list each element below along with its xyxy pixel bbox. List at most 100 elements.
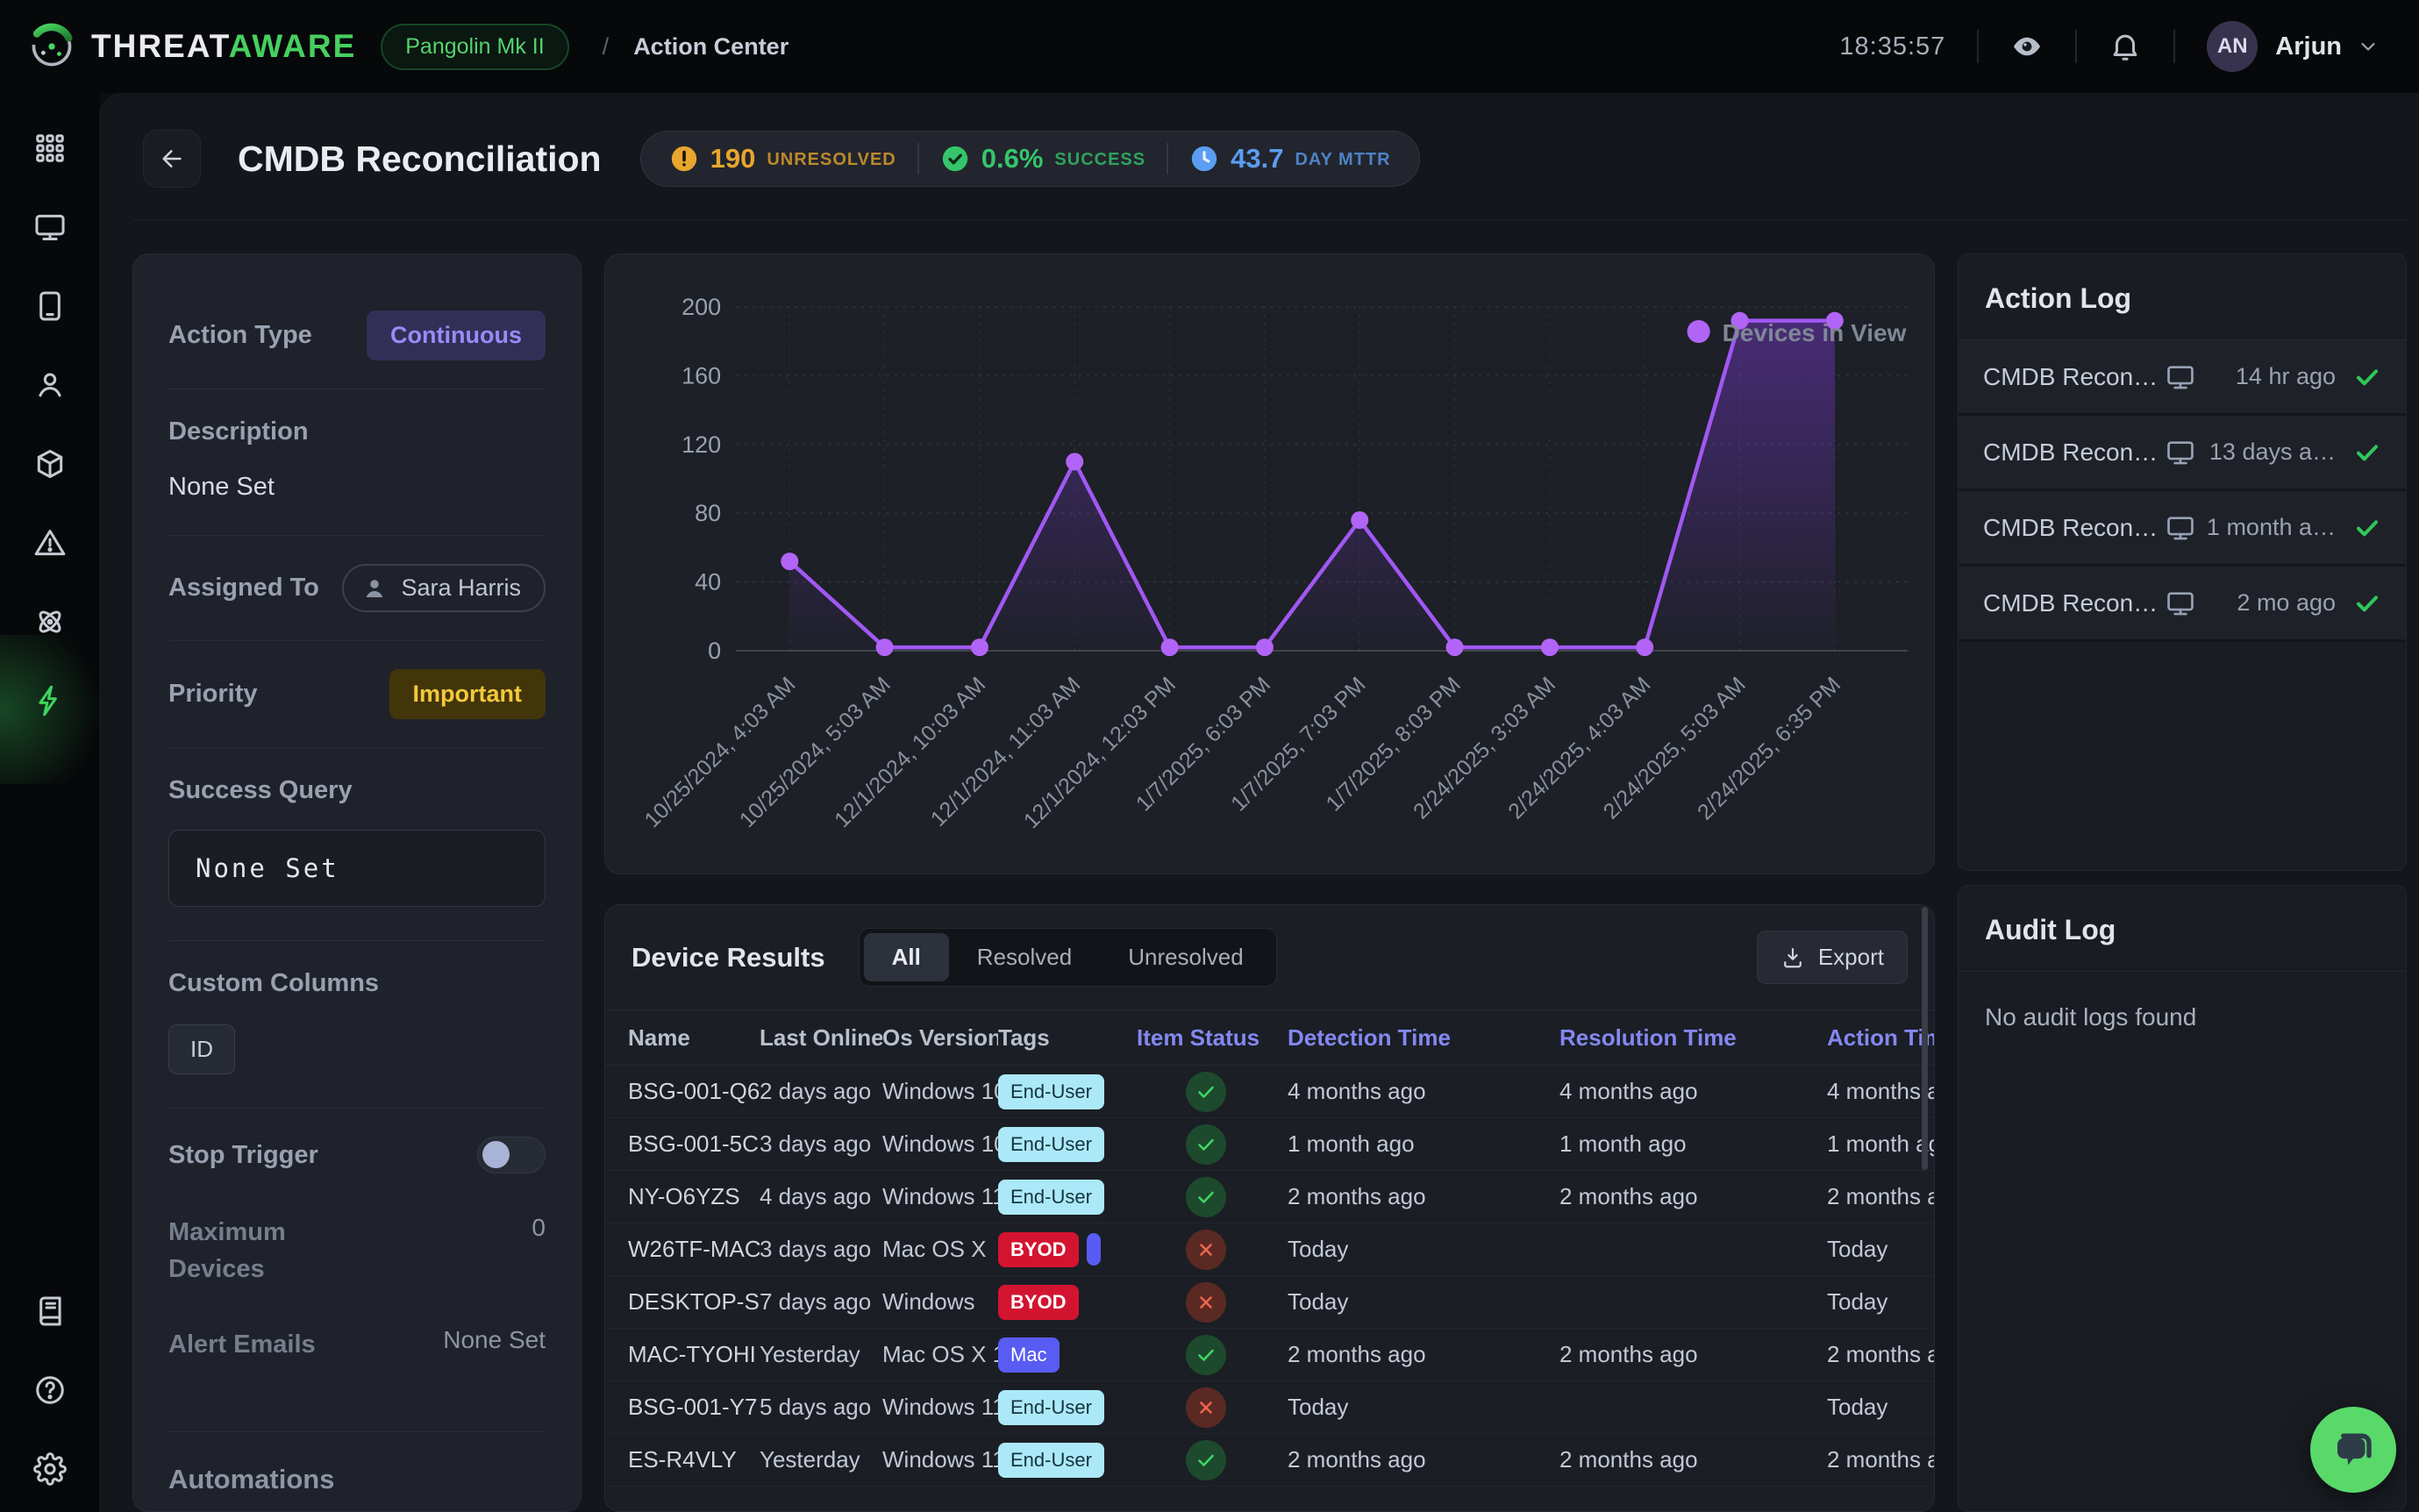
avatar[interactable]: AN <box>2207 21 2258 72</box>
bell-icon[interactable] <box>2109 30 2142 63</box>
tab-all[interactable]: All <box>864 933 949 981</box>
status-unresolved-icon <box>1186 1230 1226 1270</box>
action-log-row[interactable]: CMDB Recon…2 mo ago <box>1959 567 2406 642</box>
tab-unresolved[interactable]: Unresolved <box>1100 933 1272 981</box>
status-resolved-icon <box>1186 1124 1226 1165</box>
divider <box>168 535 546 536</box>
sidebar-item-package-icon[interactable] <box>33 447 67 481</box>
breadcrumb: Action Center <box>633 33 788 61</box>
sidebar-item-atom-icon[interactable] <box>33 605 67 638</box>
export-button[interactable]: Export <box>1757 931 1908 984</box>
table-body: BSG-001-Q62 days agoWindows 10End-User4 … <box>605 1066 1934 1511</box>
table-row[interactable]: BSG-001-Q62 days agoWindows 10End-User4 … <box>605 1066 1934 1118</box>
column-header-item-status[interactable]: Item Status <box>1137 1024 1288 1052</box>
stop-trigger-toggle[interactable] <box>477 1137 546 1173</box>
assignee-pill[interactable]: Sara Harris <box>342 564 546 612</box>
monitor-icon <box>2166 513 2195 543</box>
divider <box>168 747 546 748</box>
svg-text:160: 160 <box>681 362 721 389</box>
divider <box>2173 30 2175 63</box>
divider <box>168 1108 546 1109</box>
audit-log-empty-text: No audit logs found <box>1959 972 2406 1063</box>
status-resolved-icon <box>1186 1335 1226 1375</box>
cell-action-time: Today <box>1827 1394 1934 1421</box>
page-title: CMDB Reconciliation <box>238 139 602 180</box>
eye-icon[interactable] <box>2010 30 2044 63</box>
cell-detection-time: 2 months ago <box>1288 1341 1559 1368</box>
stat-value: 43.7 <box>1231 143 1283 175</box>
cell-item-status <box>1137 1387 1288 1428</box>
column-header-action-time[interactable]: Action Time <box>1827 1024 1934 1052</box>
chat-widget-button[interactable] <box>2310 1407 2396 1493</box>
cell-name: BSG-001-5C <box>628 1130 760 1158</box>
sidebar-item-user-icon[interactable] <box>33 368 67 402</box>
sidebar-item-tablet-icon[interactable] <box>33 289 67 323</box>
column-header-last-online[interactable]: Last Online <box>760 1024 882 1052</box>
cell-tags: BYOD <box>998 1285 1137 1320</box>
audit-log-title: Audit Log <box>1959 886 2406 972</box>
action-type-value[interactable]: Continuous <box>367 310 546 360</box>
cell-detection-time: Today <box>1288 1394 1559 1421</box>
column-header-name[interactable]: Name <box>628 1024 760 1052</box>
cell-action-time: Today <box>1827 1288 1934 1316</box>
chevron-down-icon[interactable] <box>2356 34 2380 59</box>
action-log-row[interactable]: CMDB Recon…1 month a… <box>1959 491 2406 567</box>
alert-emails-label: Alert Emails <box>168 1326 361 1363</box>
sidebar-item-gear-icon[interactable] <box>33 1452 67 1486</box>
cell-detection-time: Today <box>1288 1236 1559 1263</box>
cell-name: ES-R4VLY <box>628 1446 760 1473</box>
cell-last-online: 4 days ago <box>760 1183 882 1210</box>
topbar: ThreatAware Pangolin Mk II / Action Cent… <box>0 0 2419 93</box>
column-header-os-version[interactable]: Os Version <box>882 1024 998 1052</box>
instance-badge[interactable]: Pangolin Mk II <box>381 24 568 70</box>
action-log-title: Action Log <box>1959 254 2406 340</box>
stat-day-mttr: 43.7DAY MTTR <box>1167 143 1411 175</box>
sidebar-item-apps-grid-icon[interactable] <box>33 132 67 165</box>
divider <box>2075 30 2077 63</box>
cell-last-online: 5 days ago <box>760 1394 882 1421</box>
table-row[interactable]: NY-O6YZS4 days agoWindows 11End-User2 mo… <box>605 1171 1934 1223</box>
column-header-resolution-time[interactable]: Resolution Time <box>1559 1024 1827 1052</box>
action-log-row[interactable]: CMDB Recon…14 hr ago <box>1959 340 2406 416</box>
monitor-icon <box>2166 362 2195 392</box>
monitor-icon <box>2166 588 2195 618</box>
cell-action-time: 2 months ago <box>1827 1446 1934 1473</box>
success-check-icon <box>2353 589 2381 617</box>
success-query-value[interactable]: None Set <box>168 830 546 907</box>
action-log-row[interactable]: CMDB Recon…13 days a… <box>1959 416 2406 491</box>
sidebar-item-lightning-icon[interactable] <box>33 684 67 717</box>
back-button[interactable] <box>143 130 201 188</box>
cell-os-version: Windows 11 <box>882 1183 998 1210</box>
column-header-tags[interactable]: Tags <box>998 1024 1137 1052</box>
cell-action-time: 1 month ago <box>1827 1130 1934 1158</box>
table-row[interactable]: MAC-TYOHIYesterdayMac OS X 10Mac2 months… <box>605 1329 1934 1381</box>
field-description: Description None Set <box>168 396 546 528</box>
column-header-detection-time[interactable]: Detection Time <box>1288 1024 1559 1052</box>
table-row[interactable]: ES-R4VLYYesterdayWindows 11End-User2 mon… <box>605 1434 1934 1487</box>
table-row[interactable]: BSG-001-5C3 days agoWindows 10End-User1 … <box>605 1118 1934 1171</box>
cell-resolution-time: 1 month ago <box>1559 1130 1827 1158</box>
sidebar-item-help-circle-icon[interactable] <box>33 1373 67 1407</box>
sidebar-item-alert-triangle-icon[interactable] <box>33 526 67 560</box>
action-log-name: CMDB Recon… <box>1983 439 2166 467</box>
tag-chip: BYOD <box>998 1285 1079 1320</box>
custom-column-chip: ID <box>168 1024 235 1074</box>
stat-label: SUCCESS <box>1054 150 1145 170</box>
cell-os-version: Windows 11 <box>882 1446 998 1473</box>
cell-os-version: Windows 10 <box>882 1078 998 1105</box>
priority-label: Priority <box>168 680 258 709</box>
sidebar-bottom-group <box>33 1294 67 1486</box>
priority-value[interactable]: Important <box>389 669 546 719</box>
status-resolved-icon <box>1186 1177 1226 1217</box>
table-row[interactable]: BSG-001-Y75 days agoWindows 11End-UserTo… <box>605 1381 1934 1434</box>
table-row[interactable]: DESKTOP-S7 days agoWindowsBYODTodayToday <box>605 1276 1934 1329</box>
user-name[interactable]: Arjun <box>2275 32 2342 61</box>
sidebar-item-book-icon[interactable] <box>33 1294 67 1328</box>
table-row[interactable]: W26TF-MAC3 days agoMac OS XBYODTodayToda… <box>605 1223 1934 1276</box>
maximum-devices-label: Maximum Devices <box>168 1214 361 1287</box>
center-column: 0408012016020010/25/2024, 4:03 AM10/25/2… <box>604 253 1935 1512</box>
cell-name: BSG-001-Q6 <box>628 1078 760 1105</box>
sidebar-item-monitor-icon[interactable] <box>33 210 67 244</box>
table-scrollbar[interactable] <box>1922 907 1928 1170</box>
tab-resolved[interactable]: Resolved <box>949 933 1100 981</box>
